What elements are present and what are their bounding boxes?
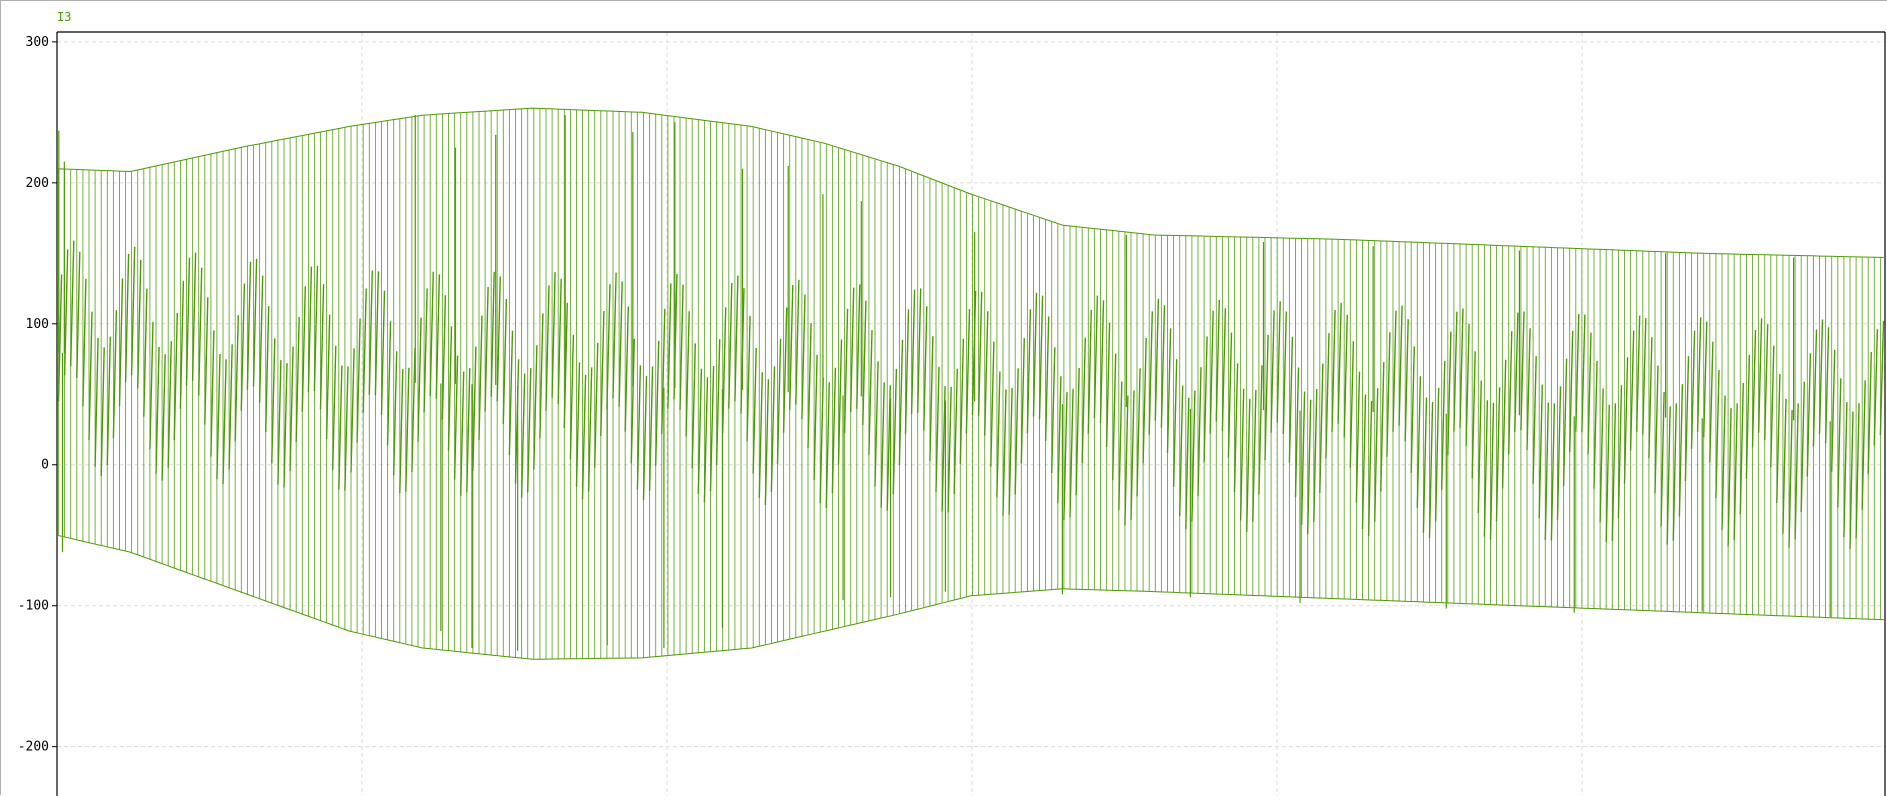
series-i3-upper-envelope	[56, 107, 1886, 258]
series-i3-inner-band	[57, 240, 1885, 549]
legend-entry-i3: I3	[57, 10, 71, 24]
y-tick-label: -100	[18, 599, 49, 614]
chart-axes	[52, 31, 1886, 796]
chart-y-ticks: 300 200 100 0 -100 -200	[18, 35, 49, 755]
y-tick-label: -200	[18, 740, 49, 755]
chart-series	[56, 107, 1886, 660]
y-tick-label: 100	[26, 317, 49, 332]
series-i3-lower-envelope	[56, 534, 1886, 660]
series-i3-carrier	[58, 108, 1881, 660]
y-tick-label: 200	[26, 176, 49, 191]
y-tick-label: 0	[41, 458, 49, 473]
y-tick-label: 300	[26, 35, 49, 50]
chart-grid	[57, 32, 1885, 796]
